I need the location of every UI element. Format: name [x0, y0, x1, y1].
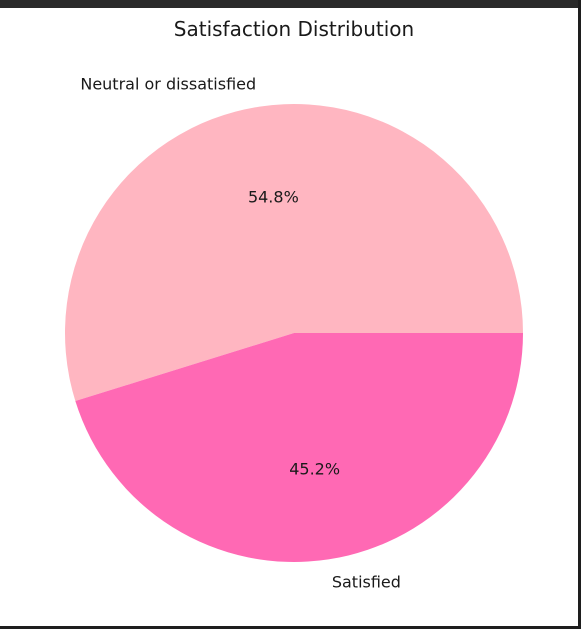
pie-slice-2 [75, 333, 523, 562]
window-top-bar [0, 0, 581, 8]
window-bottom-edge [0, 626, 581, 629]
slice-category-label-1: Neutral or dissatisfied [80, 74, 256, 93]
slice-category-label-2: Satisfied [332, 573, 401, 592]
chart-title: Satisfaction Distribution [174, 17, 414, 41]
window-right-edge [578, 0, 581, 629]
pie-slices [65, 103, 524, 562]
slice-percent-label-2: 45.2% [289, 459, 340, 478]
pie-slice-1 [65, 103, 524, 402]
slice-percent-label-1: 54.8% [248, 188, 299, 207]
pie-labels: 54.8% Neutral or dissatisfied 45.2% Satisfi… [80, 74, 401, 591]
